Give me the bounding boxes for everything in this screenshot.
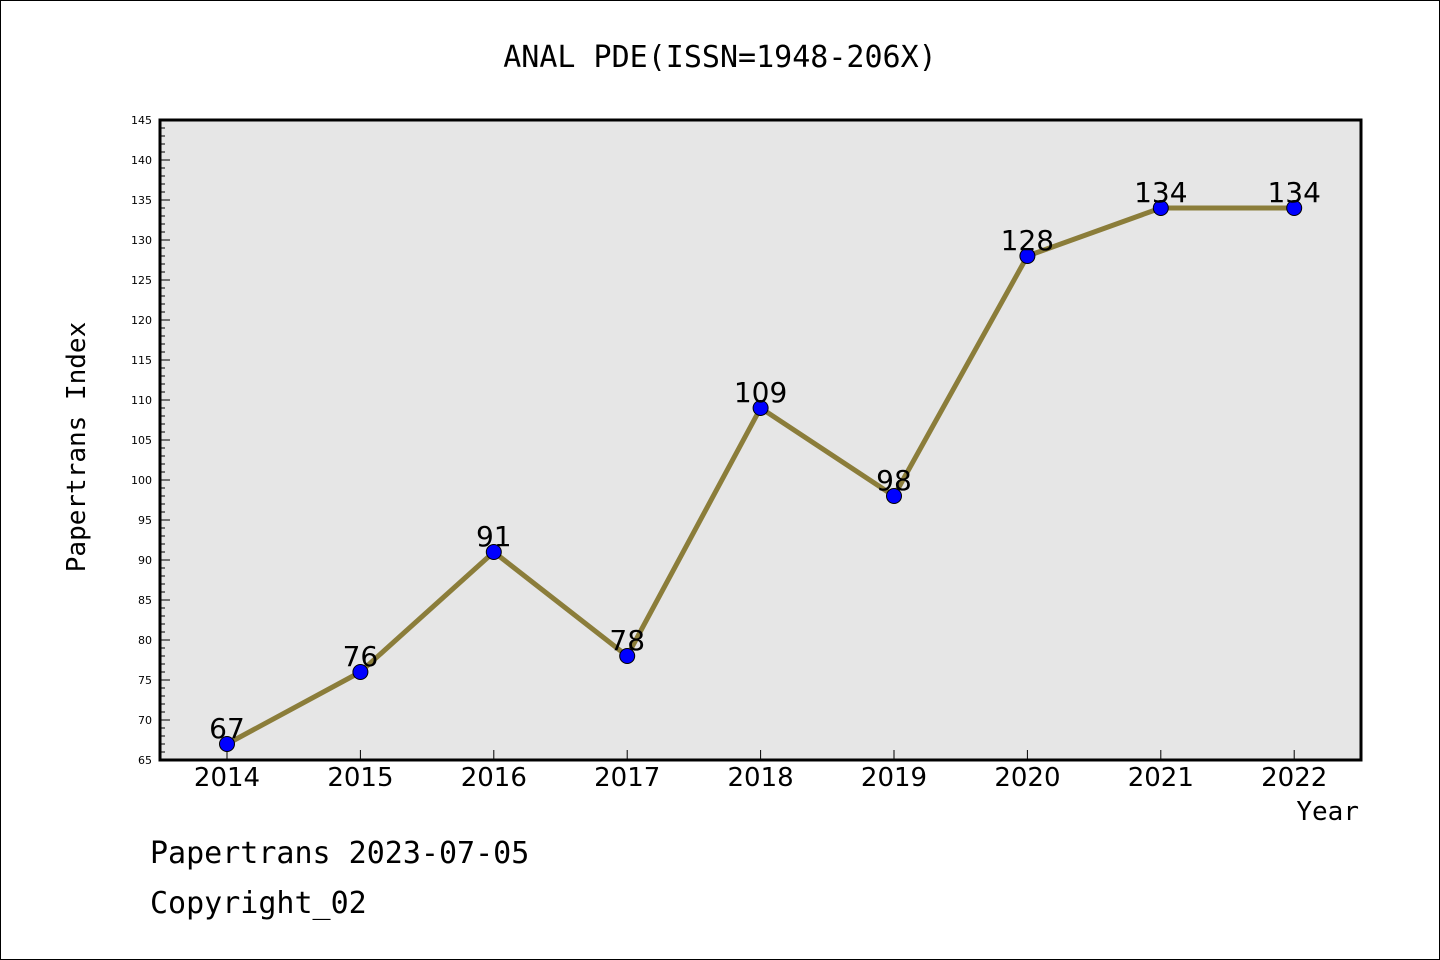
x-tick-label: 2017 xyxy=(594,763,660,793)
y-tick-label: 145 xyxy=(131,114,152,127)
data-label: 78 xyxy=(609,624,645,657)
y-tick-label: 105 xyxy=(131,434,152,447)
data-point xyxy=(352,664,369,680)
y-axis: 65 70 75 80 85 90 95 100 105 110 115 120 125 130 135 14… xyxy=(131,114,170,767)
y-tick-label: 135 xyxy=(131,194,152,207)
x-tick-label: 2021 xyxy=(1128,763,1194,793)
y-tick-label: 115 xyxy=(131,354,152,367)
y-tick-label: 110 xyxy=(131,394,152,407)
data-point xyxy=(219,736,235,752)
data-point xyxy=(485,544,502,560)
series-layer: 67 76 91 78 109 98 128 134 134 xyxy=(209,176,1321,752)
y-tick-label: 130 xyxy=(131,234,152,247)
y-tick-label: 125 xyxy=(131,274,152,287)
data-point xyxy=(1152,200,1169,216)
x-tick-label: 2019 xyxy=(861,763,927,793)
x-tick-label: 2020 xyxy=(994,763,1060,793)
footer-date: Papertrans 2023-07-05 xyxy=(150,836,530,871)
x-tick-label: 2016 xyxy=(461,763,527,793)
y-tick-label: 100 xyxy=(131,474,152,487)
y-tick-label: 85 xyxy=(138,594,152,607)
x-tick-label: 2014 xyxy=(194,763,260,793)
data-point xyxy=(619,648,636,664)
y-tick-label: 140 xyxy=(131,154,152,167)
x-tick-label: 2015 xyxy=(327,763,393,793)
data-label: 98 xyxy=(876,464,912,497)
y-tick-label: 75 xyxy=(138,674,152,687)
data-label: 76 xyxy=(343,640,379,673)
x-tick-label: 2022 xyxy=(1261,763,1327,793)
x-axis: 2014 2015 2016 2017 2018 2019 2020 2021 2022 xyxy=(194,750,1327,793)
data-label: 109 xyxy=(734,376,787,409)
data-point xyxy=(752,400,769,416)
y-tick-label: 95 xyxy=(138,514,152,527)
y-tick-label: 70 xyxy=(138,714,152,727)
plot-area xyxy=(158,118,1363,762)
data-point xyxy=(886,488,902,504)
y-tick-label: 90 xyxy=(138,554,152,567)
data-label: 67 xyxy=(209,712,245,745)
data-point xyxy=(1286,200,1303,216)
footer-copyright: Copyright_02 xyxy=(150,886,367,921)
data-label: 134 xyxy=(1267,176,1320,209)
data-label: 134 xyxy=(1134,176,1187,209)
data-label: 91 xyxy=(476,520,512,553)
y-axis-label: Papertrans Index xyxy=(62,322,92,572)
y-tick-label: 120 xyxy=(131,314,152,327)
data-label: 128 xyxy=(1001,224,1054,257)
y-tick-label: 65 xyxy=(138,754,152,767)
y-tick-label: 80 xyxy=(138,634,152,647)
chart-title: ANAL PDE(ISSN=1948-206X) xyxy=(503,40,936,75)
x-axis-label: Year xyxy=(1296,797,1359,827)
data-point xyxy=(1019,248,1036,264)
x-tick-label: 2018 xyxy=(728,763,794,793)
